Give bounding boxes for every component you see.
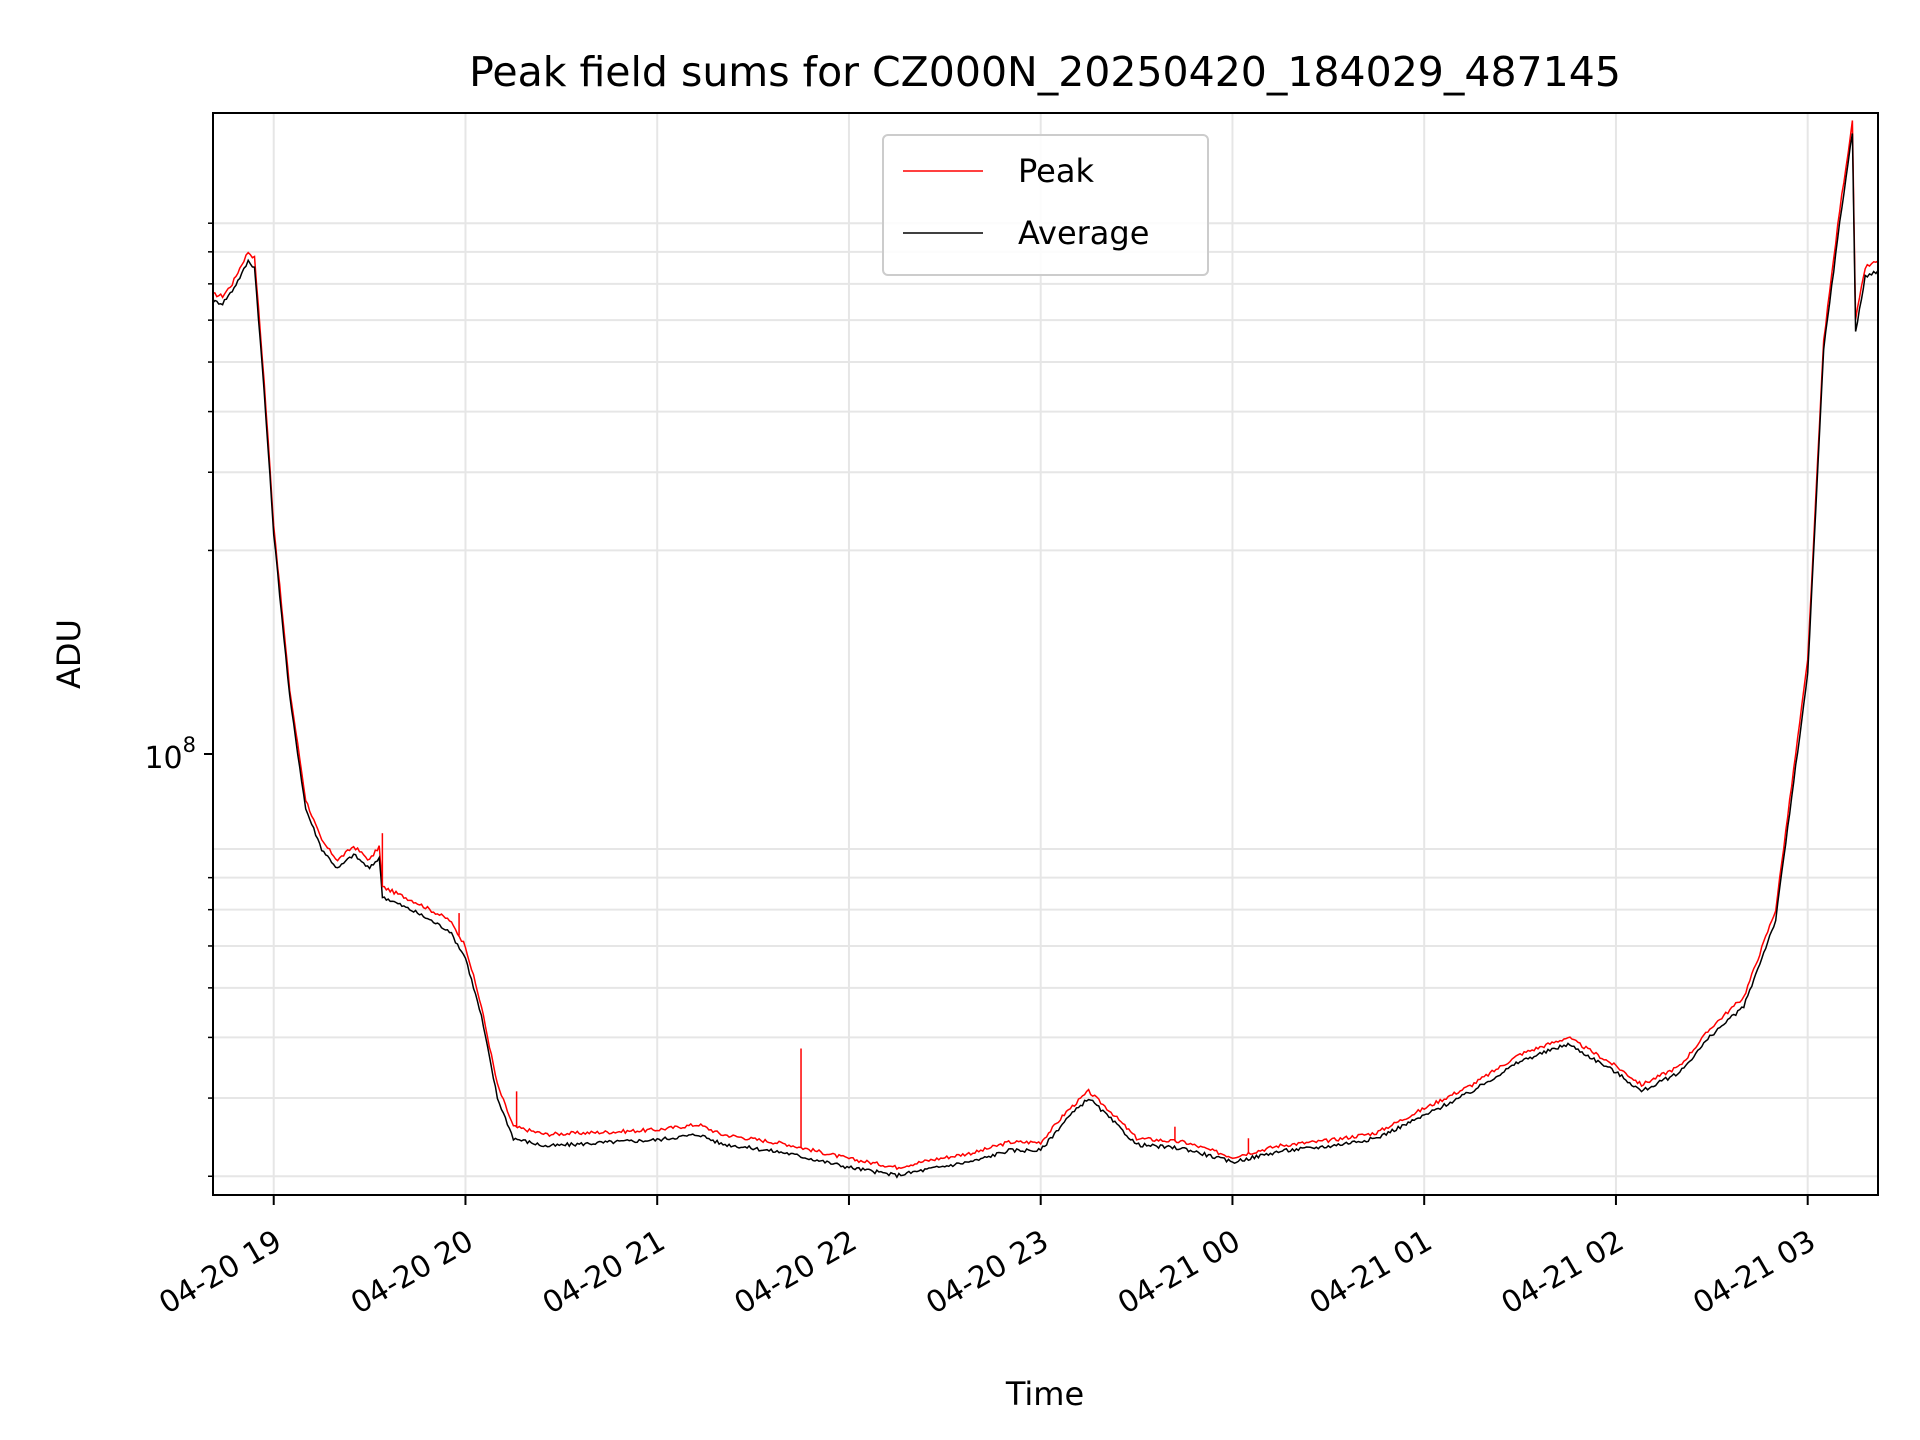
legend: Peak Average xyxy=(882,134,1209,276)
y-tick-label: 108 xyxy=(144,733,196,776)
grid xyxy=(213,113,1878,1195)
series-line-average xyxy=(212,133,1879,1179)
y-axis-label: ADU xyxy=(50,619,88,689)
legend-label-peak: Peak xyxy=(1018,152,1094,190)
series-layer xyxy=(212,120,1879,1179)
legend-box xyxy=(882,134,1209,276)
y-axis: 108 xyxy=(144,222,213,1177)
series-line-peak xyxy=(212,120,1879,1171)
plot-frame xyxy=(212,112,1879,1196)
legend-label-average: Average xyxy=(1018,214,1149,252)
chart-title: Peak field sums for CZ000N_20250420_1840… xyxy=(469,48,1621,96)
x-axis-label: Time xyxy=(1005,1375,1084,1413)
